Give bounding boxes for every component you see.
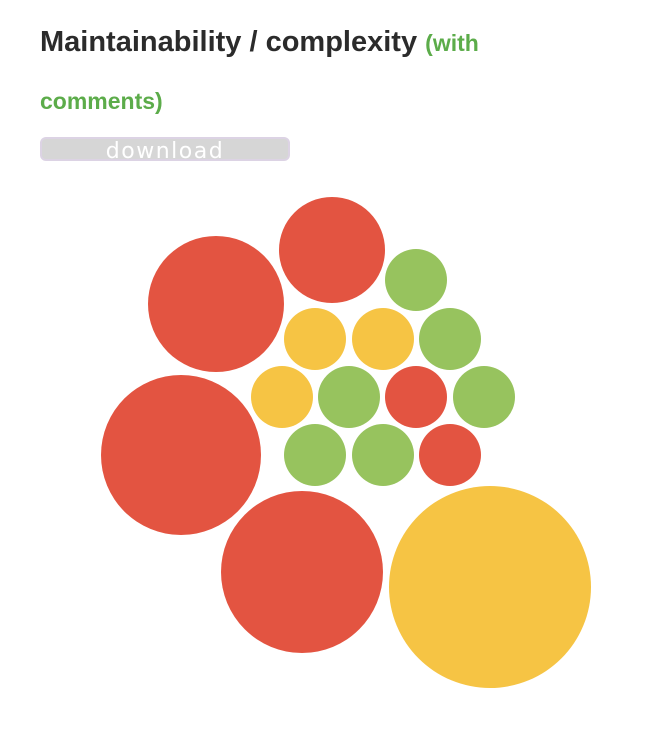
download-button[interactable]: download [40, 137, 290, 161]
bubble-high-complexity[interactable] [221, 491, 383, 653]
bubble-low-complexity[interactable] [385, 249, 447, 311]
bubble-medium-complexity[interactable] [352, 308, 414, 370]
bubble-high-complexity[interactable] [148, 236, 284, 372]
bubble-low-complexity[interactable] [453, 366, 515, 428]
title-text: Maintainability / complexity [40, 26, 418, 58]
bubble-high-complexity[interactable] [101, 375, 261, 535]
bubble-low-complexity[interactable] [419, 308, 481, 370]
bubble-medium-complexity[interactable] [284, 308, 346, 370]
bubble-medium-complexity[interactable] [251, 366, 313, 428]
bubble-low-complexity[interactable] [318, 366, 380, 428]
bubble-high-complexity[interactable] [385, 366, 447, 428]
bubble-medium-complexity[interactable] [389, 486, 591, 688]
bubble-low-complexity[interactable] [352, 424, 414, 486]
bubble-high-complexity[interactable] [419, 424, 481, 486]
page-title: Maintainability / complexity (with comme… [40, 14, 600, 130]
title-subtitle: (with comments) [40, 30, 479, 114]
bubble-high-complexity[interactable] [279, 197, 385, 303]
bubble-low-complexity[interactable] [284, 424, 346, 486]
